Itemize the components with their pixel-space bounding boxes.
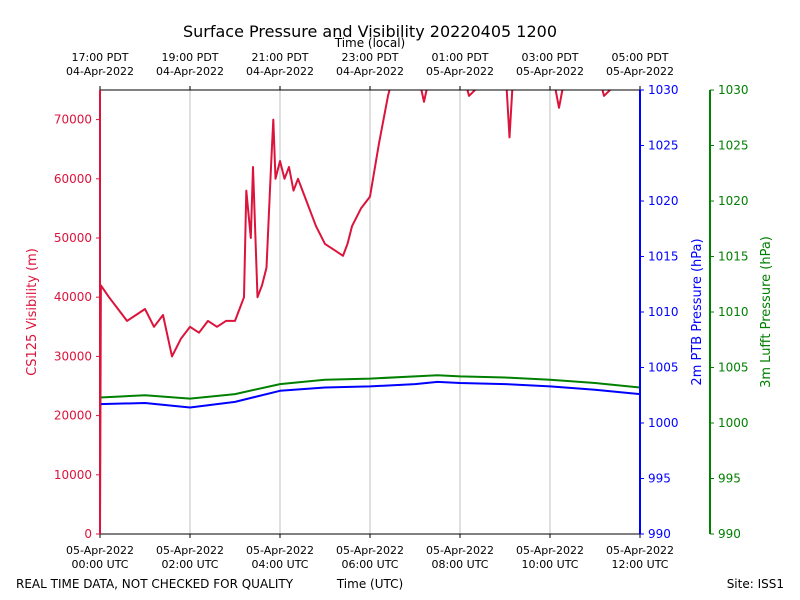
y-tick-label: 1025 — [718, 139, 749, 153]
y-axis-label: 2m PTB Pressure (hPa) — [690, 238, 705, 385]
y-tick-label: 1000 — [718, 416, 749, 430]
series-line — [100, 380, 640, 409]
y-tick-label: 1030 — [648, 83, 679, 97]
y-tick-label: 60000 — [54, 172, 92, 186]
x-tick-label: 05-Apr-2022 10:00 UTC — [516, 544, 584, 571]
y-tick-label: 1010 — [718, 305, 749, 319]
y-tick-label: 995 — [718, 472, 741, 486]
x-tick-label: 05-Apr-2022 06:00 UTC — [336, 544, 404, 571]
site-label: Site: ISS1 — [727, 577, 784, 591]
x-tick-label: 05-Apr-2022 12:00 UTC — [606, 544, 674, 571]
x2-tick-label: 21:00 PDT 04-Apr-2022 — [246, 51, 314, 78]
x2-tick-label: 19:00 PDT 04-Apr-2022 — [156, 51, 224, 78]
footer-note: REAL TIME DATA, NOT CHECKED FOR QUALITY — [16, 577, 294, 591]
y-tick-label: 10000 — [54, 468, 92, 482]
y-tick-label: 990 — [718, 527, 741, 541]
chart-title: Surface Pressure and Visibility 20220405… — [183, 22, 557, 41]
x2-axis-label: Time (local) — [334, 36, 406, 50]
y-tick-label: 40000 — [54, 290, 92, 304]
x2-tick-label: 23:00 PDT 04-Apr-2022 — [336, 51, 404, 78]
x-tick-label: 05-Apr-2022 08:00 UTC — [426, 544, 494, 571]
y-tick-label: 1000 — [648, 416, 679, 430]
x-tick-label: 05-Apr-2022 04:00 UTC — [246, 544, 314, 571]
y-tick-label: 1015 — [718, 250, 749, 264]
y-tick-label: 0 — [84, 527, 92, 541]
x-axis-label: Time (UTC) — [336, 577, 403, 591]
y-tick-label: 1020 — [648, 194, 679, 208]
series-line — [100, 90, 612, 534]
y-tick-label: 1020 — [718, 194, 749, 208]
y-tick-label: 1010 — [648, 305, 679, 319]
y-axis-label: 3m Lufft Pressure (hPa) — [759, 236, 774, 388]
x2-tick-label: 05:00 PDT 05-Apr-2022 — [606, 51, 674, 78]
y-tick-label: 995 — [648, 472, 671, 486]
x-tick-label: 05-Apr-2022 00:00 UTC — [66, 544, 134, 571]
y-tick-label: 30000 — [54, 349, 92, 363]
y-tick-label: 1025 — [648, 139, 679, 153]
y-tick-label: 20000 — [54, 409, 92, 423]
x-tick-label: 05-Apr-2022 02:00 UTC — [156, 544, 224, 571]
x2-tick-label: 17:00 PDT 04-Apr-2022 — [66, 51, 134, 78]
y-tick-label: 1005 — [718, 361, 749, 375]
y-tick-label: 1015 — [648, 250, 679, 264]
y-tick-label: 1030 — [718, 83, 749, 97]
x2-tick-label: 01:00 PDT 05-Apr-2022 — [426, 51, 494, 78]
y-axis-label: CS125 Visibility (m) — [25, 248, 40, 376]
y-tick-label: 50000 — [54, 231, 92, 245]
series-line — [100, 374, 640, 400]
x2-tick-label: 03:00 PDT 05-Apr-2022 — [516, 51, 584, 78]
y-tick-label: 1005 — [648, 361, 679, 375]
y-tick-label: 70000 — [54, 113, 92, 127]
y-tick-label: 990 — [648, 527, 671, 541]
